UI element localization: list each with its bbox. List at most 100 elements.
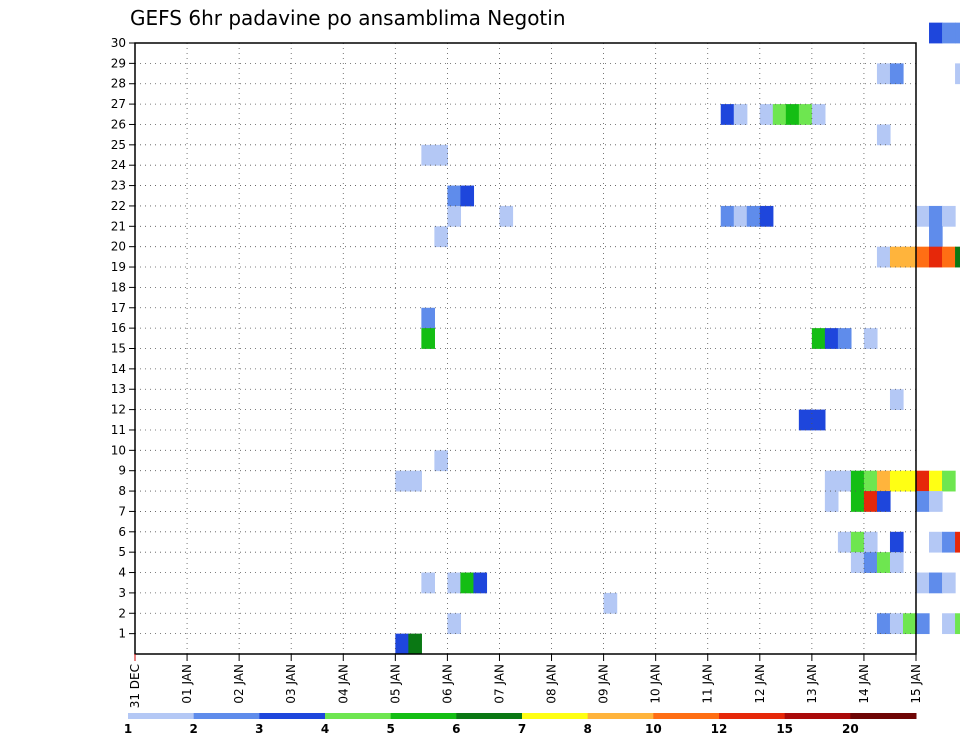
data-cell: [955, 22, 960, 44]
y-tick-label: 29: [111, 56, 126, 70]
data-cell: [759, 205, 774, 227]
data-cell: [408, 470, 422, 492]
data-cell: [902, 613, 917, 635]
y-axis: 1234567891011121314151617181920212223242…: [111, 36, 135, 641]
colorbar-swatch: [390, 713, 457, 719]
data-cell: [876, 491, 891, 512]
y-tick-label: 30: [111, 36, 126, 50]
data-cell: [876, 470, 891, 492]
colorbar-swatch: [719, 713, 786, 719]
colorbar-label: 6: [452, 722, 460, 736]
data-cell: [929, 22, 943, 44]
colorbar-label: 12: [711, 722, 728, 736]
data-cell: [863, 328, 878, 349]
data-cell: [902, 246, 917, 268]
colorbar-swatch: [587, 713, 654, 719]
data-cell: [772, 104, 787, 125]
data-cell: [929, 205, 943, 227]
data-cell: [929, 491, 943, 512]
data-cell: [876, 246, 891, 268]
data-cell: [421, 307, 435, 329]
colorbar-swatch: [193, 713, 260, 719]
colorbar-label: 8: [583, 722, 591, 736]
y-tick-label: 14: [111, 362, 126, 376]
data-cell: [929, 531, 943, 553]
x-tick-label: 14 JAN: [857, 664, 871, 704]
data-cell: [421, 144, 435, 166]
y-tick-label: 12: [111, 403, 126, 417]
x-tick-label: 09 JAN: [597, 664, 611, 704]
x-tick-label: 03 JAN: [284, 664, 298, 704]
colorbar-label: 20: [842, 722, 859, 736]
data-cell: [916, 470, 930, 492]
data-cell: [447, 205, 462, 227]
colorbar-swatch: [850, 713, 917, 719]
data-cell: [889, 531, 904, 553]
x-tick-label: 31 DEC: [128, 664, 142, 708]
chart-title: GEFS 6hr padavine po ansamblima Negotin: [130, 6, 566, 30]
data-cell: [811, 328, 826, 349]
y-tick-label: 26: [111, 117, 126, 131]
data-cell: [473, 572, 488, 594]
colorbar-swatch: [456, 713, 523, 719]
data-cell: [929, 246, 943, 268]
colorbar-label: 1: [124, 722, 132, 736]
data-cell: [942, 246, 956, 268]
data-cell: [863, 470, 878, 492]
y-tick-label: 24: [111, 158, 126, 172]
data-cell: [460, 572, 475, 594]
colorbar-swatch: [259, 713, 326, 719]
data-cell: [942, 572, 956, 594]
colorbar-label: 5: [386, 722, 394, 736]
colorbar-swatch: [325, 713, 392, 719]
x-tick-label: 15 JAN: [909, 664, 923, 704]
x-axis: 31 DEC 01 JAN 02 JAN 03 JAN 04 JAN 05 JAN 06 J…: [128, 654, 923, 708]
x-tick-label: 11 JAN: [701, 664, 715, 704]
data-cell: [850, 470, 865, 492]
y-tick-label: 9: [118, 464, 126, 478]
y-tick-label: 13: [111, 382, 126, 396]
colorbar-label: 4: [321, 722, 329, 736]
y-tick-label: 16: [111, 321, 126, 335]
data-cell: [408, 633, 422, 655]
data-cell: [837, 470, 852, 492]
data-cell: [421, 572, 435, 594]
y-tick-label: 25: [111, 138, 126, 152]
y-tick-label: 4: [118, 566, 126, 580]
x-tick-label: 10 JAN: [649, 664, 663, 704]
colorbar-label: 2: [189, 722, 197, 736]
colorbar: 1 2 3 4 5 6 7 8 10 12 15 20: [124, 713, 917, 736]
data-cell: [955, 531, 960, 553]
data-cell: [889, 63, 904, 85]
data-cell: [447, 613, 462, 635]
data-cell: [942, 613, 956, 635]
colorbar-label: 3: [255, 722, 263, 736]
colorbar-swatch: [784, 713, 851, 719]
data-cell: [746, 205, 761, 227]
y-tick-label: 19: [111, 260, 126, 274]
x-tick-label: 04 JAN: [336, 664, 350, 704]
data-cell: [421, 328, 435, 349]
data-cell: [929, 572, 943, 594]
colorbar-swatch: [128, 713, 195, 719]
grid-lines: [135, 42, 916, 654]
data-cell: [837, 328, 852, 349]
data-cell: [929, 470, 943, 492]
colorbar-label: 7: [518, 722, 526, 736]
data-cell: [929, 226, 943, 248]
data-cell: [798, 104, 813, 125]
data-cell: [720, 205, 735, 227]
x-tick-label: 08 JAN: [545, 664, 559, 704]
x-tick-label: 06 JAN: [440, 664, 454, 704]
data-cell: [889, 470, 904, 492]
data-cell: [916, 613, 930, 635]
colorbar-swatch: [522, 713, 589, 719]
data-cell: [759, 104, 774, 125]
data-cell: [395, 470, 409, 492]
data-cell: [447, 572, 462, 594]
data-cell: [603, 592, 618, 614]
y-tick-label: 7: [118, 504, 126, 518]
y-tick-label: 15: [111, 342, 126, 356]
data-cell: [863, 531, 878, 553]
